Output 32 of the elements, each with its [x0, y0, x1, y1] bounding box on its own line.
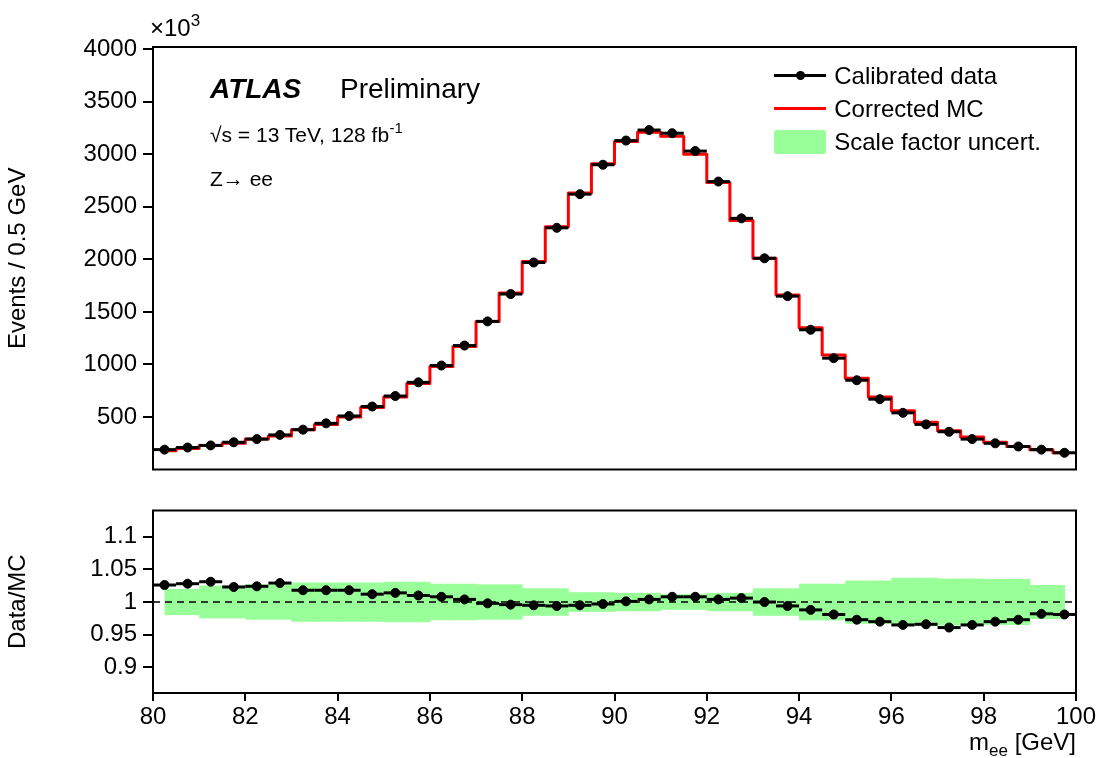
- annotation: Z→ ee: [210, 167, 274, 190]
- y-tick-label: 1500: [83, 296, 137, 324]
- y-tick-label: 500: [96, 401, 137, 429]
- y-tick-label: 4000: [83, 33, 137, 61]
- x-tick-label: 84: [324, 702, 351, 730]
- x-tick-label: 96: [878, 702, 905, 730]
- y-tick-label: 0.95: [90, 619, 137, 647]
- y-tick-label: 2000: [83, 243, 137, 271]
- x-tick-label: 86: [416, 702, 444, 730]
- y-tick-label: 0.9: [103, 652, 137, 680]
- y-axis-title: Data/MC: [3, 554, 31, 650]
- y-tick-label: 2500: [83, 191, 137, 219]
- text: Scale factor uncert.: [834, 128, 1041, 155]
- x-tick-label: 92: [693, 702, 721, 730]
- x-tick-label: 90: [601, 702, 628, 730]
- x-tick-label: 100: [1055, 702, 1097, 730]
- x-tick-label: 88: [508, 702, 536, 730]
- x-tick-label: 82: [231, 702, 259, 730]
- x-tick-label: 94: [785, 702, 813, 730]
- legend-label: Calibrated data: [834, 61, 998, 91]
- annotation: Preliminary: [340, 73, 481, 104]
- y-tick-label: 1000: [83, 349, 137, 377]
- y-axis-title: Events / 0.5 GeV: [3, 167, 31, 350]
- x-tick-label: 98: [970, 702, 998, 730]
- y-tick-label: 3000: [83, 138, 137, 166]
- x-tick-label: 80: [139, 702, 167, 730]
- y-tick-label: 3500: [83, 86, 137, 114]
- y-tick-label: 1: [123, 586, 137, 614]
- legend-label: Corrected MC: [834, 94, 984, 124]
- y-tick-label: 1.05: [90, 553, 137, 581]
- annotation: ATLAS: [209, 73, 302, 104]
- y-tick-label: 1.1: [103, 521, 137, 549]
